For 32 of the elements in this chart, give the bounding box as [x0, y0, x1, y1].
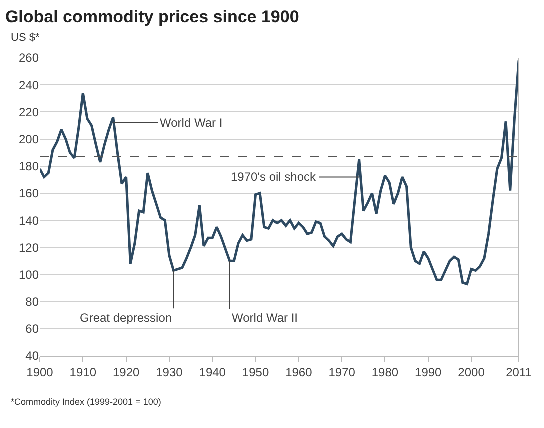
x-tick-label: 1970: [328, 365, 356, 380]
x-tick-label: 2011: [506, 365, 532, 380]
y-tick-label: 220: [18, 105, 40, 120]
x-tick-label: 1940: [199, 365, 226, 380]
x-tick-label: 1910: [70, 365, 97, 380]
y-tick-label: 160: [18, 186, 40, 201]
annotation: Great depression: [80, 311, 172, 325]
line-series: [40, 59, 519, 286]
y-tick-label: 240: [18, 78, 40, 92]
y-tick-label: 40: [26, 349, 40, 364]
y-tick-label: 100: [18, 268, 40, 282]
annotation: 1970's oil shock: [231, 170, 318, 184]
annotation: World War I: [160, 116, 223, 130]
y-tick-label: 260: [18, 51, 40, 66]
text: *Commodity Index (1999-2001 = 100): [11, 397, 162, 407]
chart-title: Global commodity prices since 1900: [5, 8, 300, 27]
x-tick-label: 1930: [156, 365, 184, 380]
y-tick-label: 80: [26, 295, 40, 310]
x-tick-label: 1950: [242, 365, 270, 380]
x-tick-label: 1920: [112, 365, 140, 380]
y-tick-label: 140: [18, 214, 40, 228]
y-axis-title: US $*: [11, 32, 40, 44]
x-tick-label: 2000: [458, 365, 486, 380]
y-tick-label: 120: [18, 240, 40, 255]
x-tick-label: 1980: [372, 365, 399, 380]
annotation: World War II: [232, 311, 298, 325]
x-tick-label: 1960: [286, 365, 313, 380]
x-tick-label: 1900: [26, 365, 54, 380]
x-tick-label: 1990: [415, 365, 442, 380]
y-tick-label: 180: [18, 160, 40, 174]
y-tick-label: 200: [18, 132, 40, 146]
y-tick-label: 60: [26, 322, 40, 336]
